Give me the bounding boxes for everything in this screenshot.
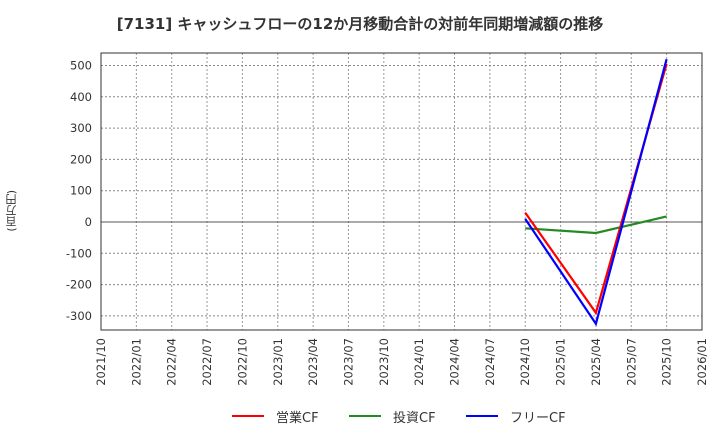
grid-lines xyxy=(101,53,702,330)
series-line-1 xyxy=(525,215,667,235)
y-tick-label: 200 xyxy=(70,152,92,166)
legend-swatch-green xyxy=(349,415,381,417)
x-tick-label: 2022/07 xyxy=(200,338,214,386)
chart-title: [7131] キャッシュフローの12か月移動合計の対前年同期増減額の推移 xyxy=(116,15,604,33)
x-tick-label: 2021/10 xyxy=(94,338,108,386)
x-tick-label: 2025/04 xyxy=(589,338,603,386)
y-tick-label: -200 xyxy=(66,278,92,292)
y-tick-label: 100 xyxy=(70,184,92,198)
x-tick-label: 2024/04 xyxy=(448,338,462,386)
legend-label: 投資CF xyxy=(393,410,436,426)
x-tick-label: 2025/10 xyxy=(660,338,674,386)
legend-item-operating-cf: 営業CF xyxy=(232,404,319,428)
x-tick-label: 2023/01 xyxy=(271,338,285,386)
data-series xyxy=(524,58,668,327)
legend-item-free-cf: フリーCF xyxy=(466,404,566,428)
x-tick-label: 2022/04 xyxy=(165,338,179,386)
y-tick-label: 0 xyxy=(85,215,92,229)
x-tick-label: 2024/10 xyxy=(518,338,532,386)
x-tick-label: 2023/10 xyxy=(377,338,391,386)
x-tick-label: 2025/07 xyxy=(624,338,638,386)
x-tick-label: 2025/01 xyxy=(554,338,568,386)
y-axis-ticks: 500 400 300 200 100 0 -100 -200 -300 xyxy=(66,59,92,323)
legend-label: 営業CF xyxy=(276,410,319,426)
x-axis-ticks: 2021/10 2022/01 2022/04 2022/07 2022/10 2023/… xyxy=(94,338,709,386)
x-tick-label: 2026/01 xyxy=(695,338,709,386)
y-tick-label: 500 xyxy=(70,59,92,73)
legend: 営業CF 投資CF フリーCF xyxy=(0,404,720,428)
y-tick-label: 300 xyxy=(70,121,92,135)
legend-item-investing-cf: 投資CF xyxy=(349,404,436,428)
x-tick-label: 2024/01 xyxy=(412,338,426,386)
legend-label: フリーCF xyxy=(510,410,566,426)
x-tick-label: 2022/01 xyxy=(129,338,143,386)
x-tick-label: 2024/07 xyxy=(483,338,497,386)
legend-swatch-blue xyxy=(466,415,498,417)
plot-frame xyxy=(100,52,703,331)
y-tick-label: 400 xyxy=(70,90,92,104)
x-tick-label: 2023/07 xyxy=(341,338,355,386)
x-tick-label: 2023/04 xyxy=(306,338,320,386)
y-tick-label: -100 xyxy=(66,246,92,260)
series-line-2 xyxy=(524,58,668,327)
legend-swatch-red xyxy=(232,415,264,417)
x-tick-label: 2022/10 xyxy=(235,338,249,386)
y-tick-label: -300 xyxy=(66,309,92,323)
